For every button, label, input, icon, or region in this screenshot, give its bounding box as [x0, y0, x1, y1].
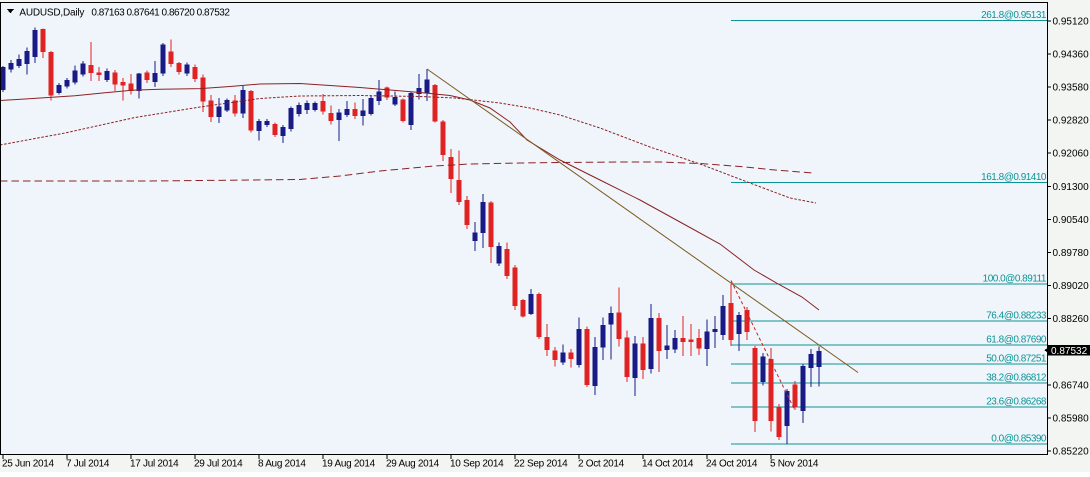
svg-text:10 Sep 2014: 10 Sep 2014 — [450, 459, 504, 470]
svg-text:100.0@0.89111: 100.0@0.89111 — [983, 274, 1047, 285]
svg-text:50.0@0.87251: 50.0@0.87251 — [986, 353, 1047, 364]
svg-text:25 Jun 2014: 25 Jun 2014 — [2, 459, 54, 470]
svg-text:24 Oct 2014: 24 Oct 2014 — [706, 459, 758, 470]
svg-text:61.8@0.87690: 61.8@0.87690 — [986, 334, 1047, 345]
svg-text:7 Jul 2014: 7 Jul 2014 — [66, 459, 110, 470]
svg-text:261.8@0.95131: 261.8@0.95131 — [981, 10, 1047, 21]
svg-text:14 Oct 2014: 14 Oct 2014 — [642, 459, 694, 470]
svg-text:19 Aug 2014: 19 Aug 2014 — [322, 459, 376, 470]
svg-text:0.0@0.85390: 0.0@0.85390 — [991, 434, 1047, 445]
svg-text:23.6@0.86268: 23.6@0.86268 — [986, 396, 1047, 407]
svg-text:0.91300: 0.91300 — [1053, 182, 1090, 193]
svg-text:0.87532: 0.87532 — [1051, 346, 1088, 357]
svg-text:0.92060: 0.92060 — [1053, 149, 1090, 160]
svg-text:0.87163 0.87641 0.86720 0.8753: 0.87163 0.87641 0.86720 0.87532 — [91, 7, 230, 18]
svg-text:22 Sep 2014: 22 Sep 2014 — [514, 459, 568, 470]
svg-text:0.93580: 0.93580 — [1053, 83, 1090, 94]
svg-text:0.92820: 0.92820 — [1053, 116, 1090, 127]
svg-text:AUDUSD,Daily: AUDUSD,Daily — [19, 7, 84, 18]
svg-text:161.8@0.91410: 161.8@0.91410 — [981, 172, 1047, 183]
svg-text:29 Jul 2014: 29 Jul 2014 — [194, 459, 243, 470]
svg-text:0.94360: 0.94360 — [1053, 49, 1090, 60]
svg-text:29 Aug 2014: 29 Aug 2014 — [386, 459, 440, 470]
svg-text:76.4@0.88233: 76.4@0.88233 — [986, 310, 1047, 321]
svg-text:0.90540: 0.90540 — [1053, 215, 1090, 226]
svg-text:0.88260: 0.88260 — [1053, 314, 1090, 325]
svg-text:5 Nov 2014: 5 Nov 2014 — [770, 459, 819, 470]
svg-text:0.86740: 0.86740 — [1053, 380, 1090, 391]
svg-text:0.89020: 0.89020 — [1053, 281, 1090, 292]
svg-text:0.85980: 0.85980 — [1053, 414, 1090, 425]
svg-text:38.2@0.86812: 38.2@0.86812 — [986, 373, 1047, 384]
svg-text:17 Jul 2014: 17 Jul 2014 — [130, 459, 179, 470]
svg-text:0.85220: 0.85220 — [1053, 447, 1090, 458]
svg-text:8 Aug 2014: 8 Aug 2014 — [258, 459, 306, 470]
svg-text:0.95120: 0.95120 — [1053, 16, 1090, 27]
svg-text:0.89780: 0.89780 — [1053, 248, 1090, 259]
svg-text:2 Oct 2014: 2 Oct 2014 — [578, 459, 625, 470]
